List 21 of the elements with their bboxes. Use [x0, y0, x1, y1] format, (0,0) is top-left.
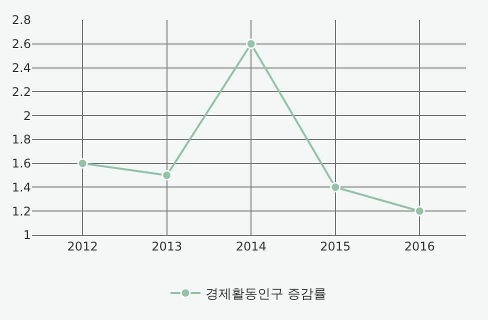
y-tick-label: 1.2 [12, 204, 31, 218]
x-tick-label: 2016 [404, 239, 435, 254]
y-tick-label: 1.6 [12, 156, 31, 171]
y-tick-label: 2.2 [12, 84, 31, 99]
point [77, 158, 88, 169]
x-tick-label: 2015 [320, 239, 351, 254]
x-tick-label: 2014 [236, 239, 266, 254]
y-tick-label: 2.4 [12, 60, 31, 75]
y-tick-label: 2 [23, 108, 31, 123]
y-tick-label: 1.8 [12, 132, 31, 147]
point [162, 170, 172, 181]
point [246, 38, 256, 50]
point [330, 182, 341, 192]
y-tick-label: 2.8 [12, 13, 31, 28]
y-tick-label: 2.6 [12, 37, 31, 52]
legend-label: 경제활동인구 증감률 [206, 287, 327, 302]
point [414, 206, 425, 216]
y-tick-label: 1.4 [12, 180, 31, 194]
y-tick-label: 1 [23, 228, 31, 242]
x-tick-label: 2013 [152, 239, 182, 254]
x-tick-label: 2012 [67, 239, 98, 254]
